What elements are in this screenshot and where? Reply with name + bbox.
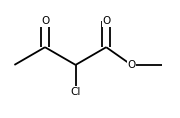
Text: O: O	[127, 60, 136, 70]
Text: Cl: Cl	[70, 87, 81, 97]
Text: O: O	[41, 16, 49, 26]
Text: O: O	[102, 16, 110, 26]
